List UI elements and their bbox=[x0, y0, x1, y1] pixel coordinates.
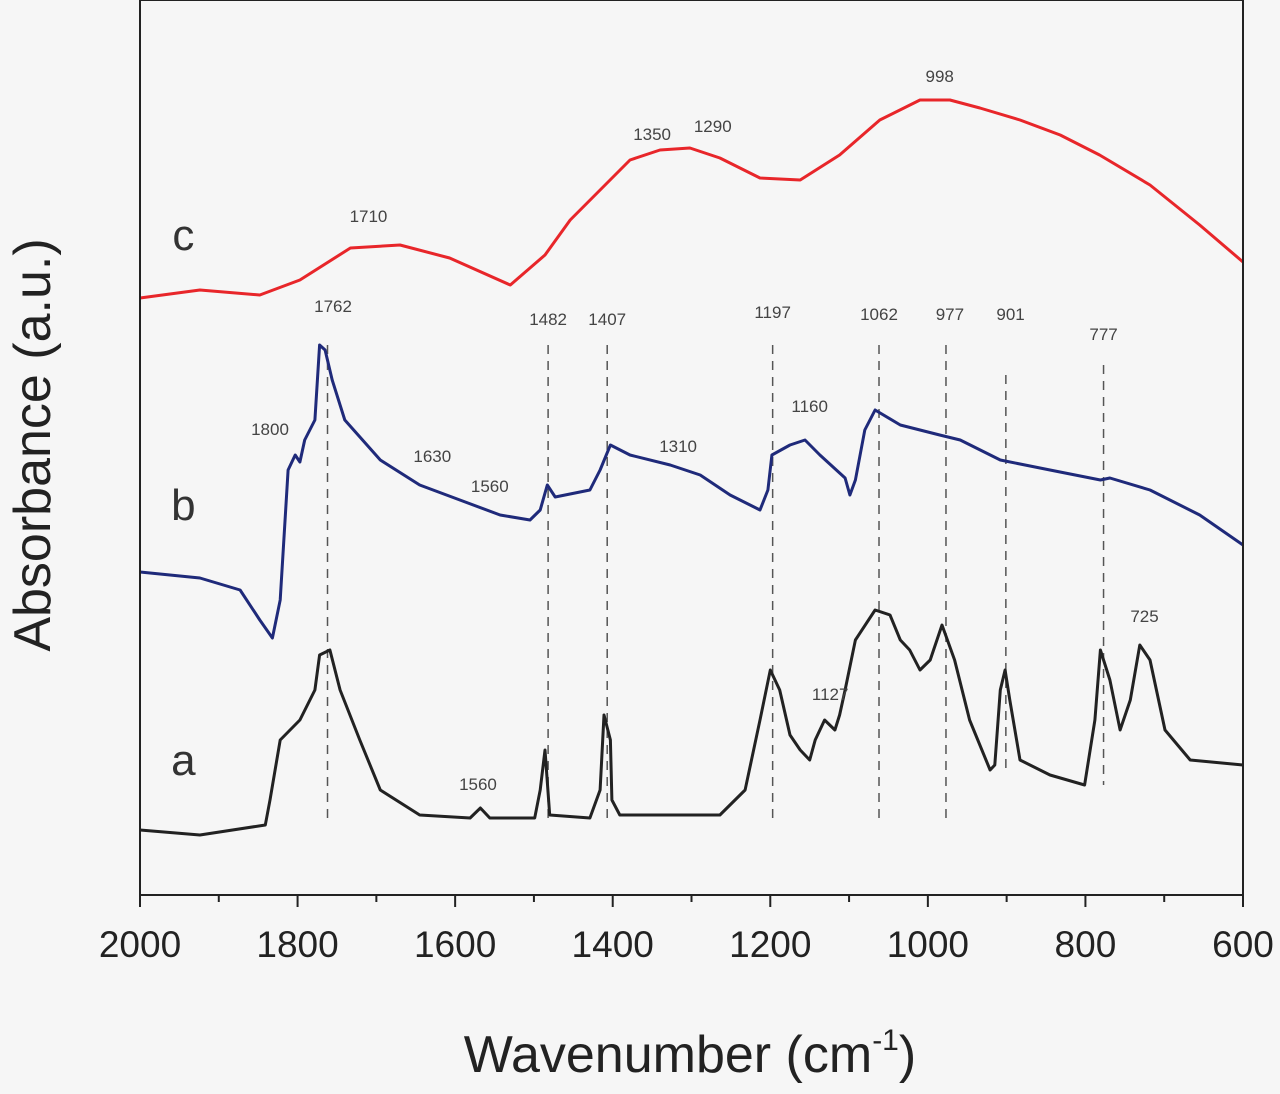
spectra bbox=[139, 98, 1244, 837]
spectrum-a bbox=[139, 608, 1244, 837]
y-axis-title: Absorbance (a.u.) bbox=[4, 238, 62, 651]
peak-label: 777 bbox=[1089, 325, 1117, 344]
peak-annotations: 1710 1350 1290 998 1762 1482 1407 1197 1062 977 90… bbox=[251, 67, 1159, 794]
peak-label: 1350 bbox=[633, 125, 671, 144]
x-tick-label: 1200 bbox=[729, 924, 811, 965]
x-tick-label: 1600 bbox=[414, 924, 496, 965]
peak-label: 1560 bbox=[471, 477, 509, 496]
peak-label: 1127 bbox=[812, 685, 849, 704]
spectrum-b bbox=[139, 343, 1244, 640]
x-axis-title: Wavenumber (cm-1) bbox=[464, 1024, 916, 1084]
x-tick-label: 2000 bbox=[99, 924, 181, 965]
guide-lines bbox=[326, 345, 1105, 820]
peak-label: 1630 bbox=[413, 447, 451, 466]
x-tick-label: 1800 bbox=[256, 924, 338, 965]
curve-label-a: a bbox=[171, 736, 196, 785]
peak-label: 1197 bbox=[754, 303, 791, 322]
peak-label: 1290 bbox=[694, 117, 732, 136]
curve-label-b: b bbox=[171, 481, 195, 530]
peak-label: 1310 bbox=[659, 437, 697, 456]
curve-label-c: c bbox=[172, 211, 194, 260]
peak-label: 901 bbox=[996, 305, 1024, 324]
peak-label: 1800 bbox=[251, 420, 289, 439]
x-tick-label: 600 bbox=[1212, 924, 1274, 965]
peak-label: 1062 bbox=[860, 305, 898, 324]
peak-label: 1762 bbox=[314, 297, 352, 316]
spectrum-c bbox=[139, 98, 1244, 300]
peak-label: 725 bbox=[1130, 607, 1158, 626]
peak-label: 1710 bbox=[350, 207, 388, 226]
peak-label: 1160 bbox=[791, 397, 828, 416]
x-tick-label: 1000 bbox=[887, 924, 969, 965]
peak-label: 977 bbox=[936, 305, 964, 324]
peak-label: 1482 bbox=[529, 310, 567, 329]
peak-label: 1560 bbox=[459, 775, 497, 794]
peak-label: 998 bbox=[925, 67, 953, 86]
x-tick-label: 800 bbox=[1055, 924, 1117, 965]
x-tick-label: 1400 bbox=[572, 924, 654, 965]
peak-label: 1407 bbox=[588, 310, 626, 329]
x-axis: 2000 1800 1600 1400 1200 1000 800 600 bbox=[99, 895, 1274, 965]
curve-tags: a b c bbox=[171, 211, 196, 785]
